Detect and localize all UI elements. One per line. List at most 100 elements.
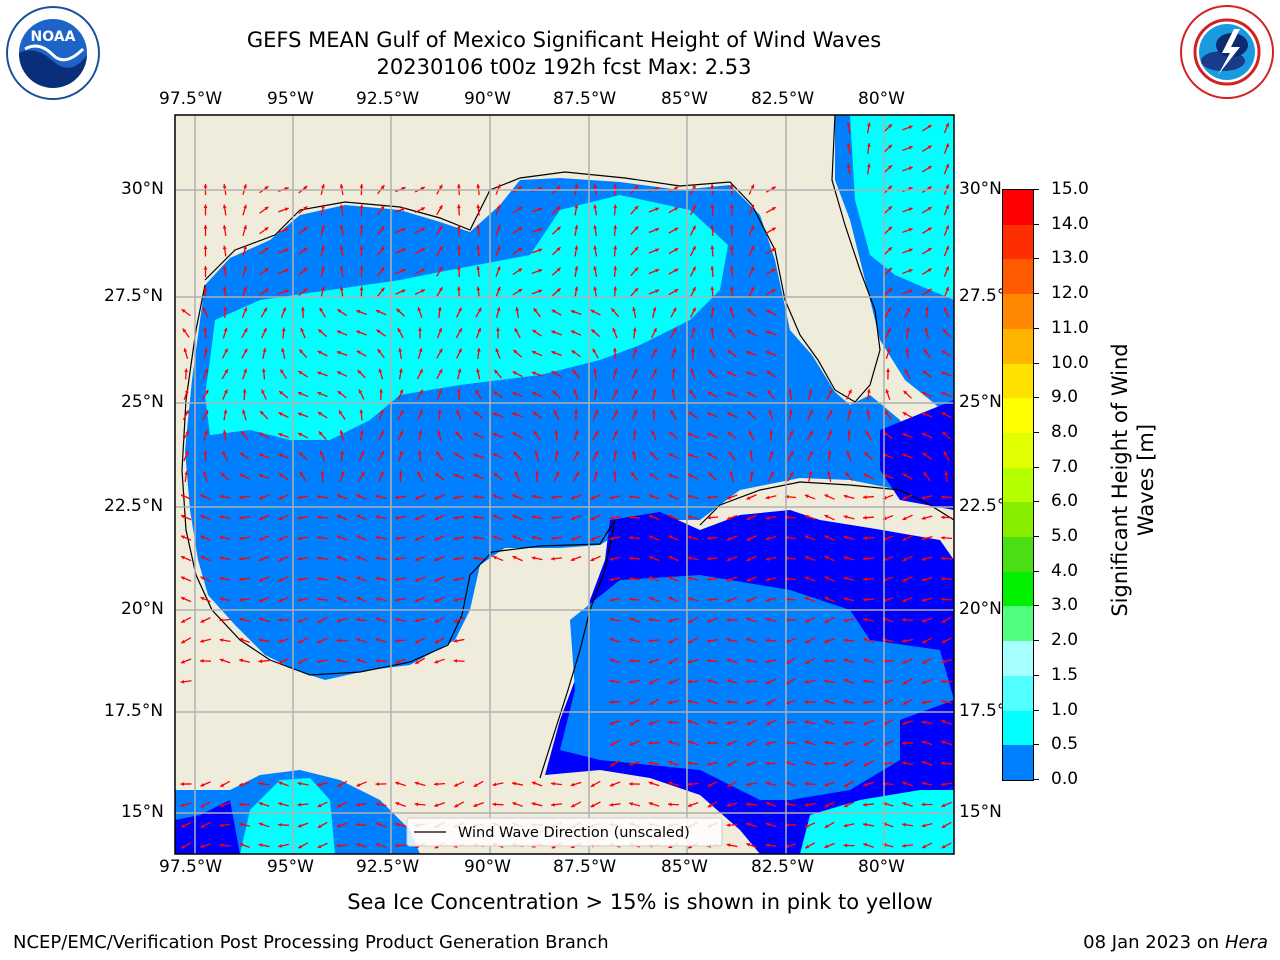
wind-arrow-head: [614, 389, 618, 394]
wind-arrow-head: [239, 473, 244, 478]
wind-arrow-head: [284, 269, 289, 273]
gulf-high-wave-area: [205, 195, 728, 440]
wind-arrow-head: [710, 307, 715, 311]
wind-arrow-head: [538, 228, 543, 232]
wind-arrow-head: [941, 844, 946, 849]
wind-arrow-head: [726, 536, 731, 541]
colorbar-tick-label: 4.0: [1051, 560, 1079, 581]
wind-arrow-head: [474, 411, 479, 416]
wind-arrow-head: [766, 370, 771, 375]
wind-arrow-head: [921, 598, 926, 602]
colorbar-cell: [1003, 710, 1033, 746]
wind-arrow-head: [399, 389, 404, 394]
wind-arrow-head: [303, 247, 308, 252]
wind-arrow-head: [902, 761, 906, 765]
wind-arrow-head: [746, 330, 751, 334]
wind-arrow-head: [200, 514, 205, 519]
wind-arrow-head: [473, 515, 477, 520]
wind-arrow-head: [655, 207, 660, 212]
wind-arrow-head: [473, 556, 477, 561]
wind-arrow-head: [828, 430, 833, 435]
wind-arrow-head: [750, 246, 755, 251]
wind-arrow-head: [224, 369, 228, 374]
wind-arrow-head: [239, 515, 243, 520]
wind-arrow-head: [689, 390, 694, 395]
wind-arrow-head: [668, 660, 673, 664]
wind-arrow-head: [496, 204, 501, 209]
wind-arrow-head: [457, 368, 462, 373]
wind-arrow-head: [551, 495, 555, 500]
colorbar-tick-label: 15.0: [1051, 179, 1089, 199]
wind-arrow-head: [200, 555, 205, 560]
wind-arrow-head: [613, 184, 618, 188]
wind-arrow-head: [908, 289, 913, 294]
wind-arrow-head: [863, 495, 867, 500]
wind-arrow-head: [771, 268, 776, 273]
wind-arrow-head: [180, 659, 185, 664]
wind-arrow-head: [258, 453, 263, 458]
wind-arrow-head: [572, 369, 577, 374]
wind-arrow-head: [671, 368, 676, 373]
wind-arrow-head: [297, 536, 302, 541]
wind-arrow-head: [203, 184, 208, 188]
wind-arrow-head: [200, 803, 205, 808]
wind-arrow-head: [183, 348, 188, 353]
wind-arrow-head: [824, 535, 829, 539]
wind-arrow-head: [613, 245, 618, 250]
wind-arrow-head: [202, 307, 207, 312]
wind-arrow-head: [688, 411, 693, 416]
wind-arrow-head: [629, 535, 633, 540]
wind-arrow-head: [243, 348, 248, 353]
wind-arrow-head: [902, 802, 907, 806]
wind-arrow-head: [945, 184, 950, 189]
wind-arrow-head: [239, 536, 243, 541]
wind-arrow-head: [401, 186, 406, 191]
wind-arrow-head: [492, 782, 497, 787]
wind-arrow-head: [219, 535, 224, 540]
wind-arrow-head: [593, 266, 598, 270]
wind-arrow-head: [609, 617, 614, 622]
wind-arrow-head: [687, 699, 692, 704]
wind-arrow-head: [453, 473, 458, 478]
wind-arrow-head: [746, 802, 750, 807]
wind-arrow-head: [185, 430, 189, 435]
wind-arrow-head: [902, 453, 907, 458]
wind-arrow-head: [222, 266, 227, 270]
wind-arrow-head: [203, 245, 208, 250]
wind-arrow-head: [434, 537, 439, 541]
wind-arrow-head: [593, 368, 598, 373]
wind-arrow-head: [321, 225, 325, 230]
wind-arrow-head: [902, 781, 907, 786]
colorbar-cell: [1003, 467, 1033, 503]
wind-arrow-head: [613, 204, 618, 209]
wind-arrow-head: [200, 535, 205, 539]
wind-arrow-head: [921, 391, 926, 396]
wind-arrow-head: [863, 536, 867, 541]
wind-arrow-head: [609, 721, 614, 725]
wind-arrow-head: [574, 409, 578, 414]
wind-arrow-head: [648, 596, 653, 601]
wind-arrow-head: [805, 639, 810, 644]
wind-arrow-head: [297, 515, 302, 520]
wind-arrow-head: [359, 286, 364, 291]
colorbar-tick-mark: [1033, 223, 1039, 225]
wind-arrow-head: [556, 226, 561, 231]
wind-arrow-head: [629, 659, 633, 663]
wind-arrow-head: [434, 598, 439, 603]
wind-arrow-head: [476, 368, 480, 373]
wind-arrow-head: [709, 348, 714, 353]
wind-arrow-head: [239, 597, 243, 602]
wind-arrow-head: [184, 471, 189, 475]
wind-arrow-head: [843, 535, 848, 540]
wind-arrow-head: [262, 348, 267, 352]
wind-arrow-head: [927, 186, 932, 191]
wind-arrow-head: [512, 514, 517, 519]
wind-arrow-head: [648, 576, 653, 581]
wind-arrow-head: [863, 638, 868, 642]
wind-arrow-head: [531, 371, 536, 376]
wind-arrow-head: [902, 557, 907, 562]
wind-arrow-head: [360, 430, 364, 434]
wind-arrow-head: [336, 618, 341, 623]
wind-arrow-head: [785, 494, 789, 499]
wind-arrow-head: [375, 556, 380, 560]
